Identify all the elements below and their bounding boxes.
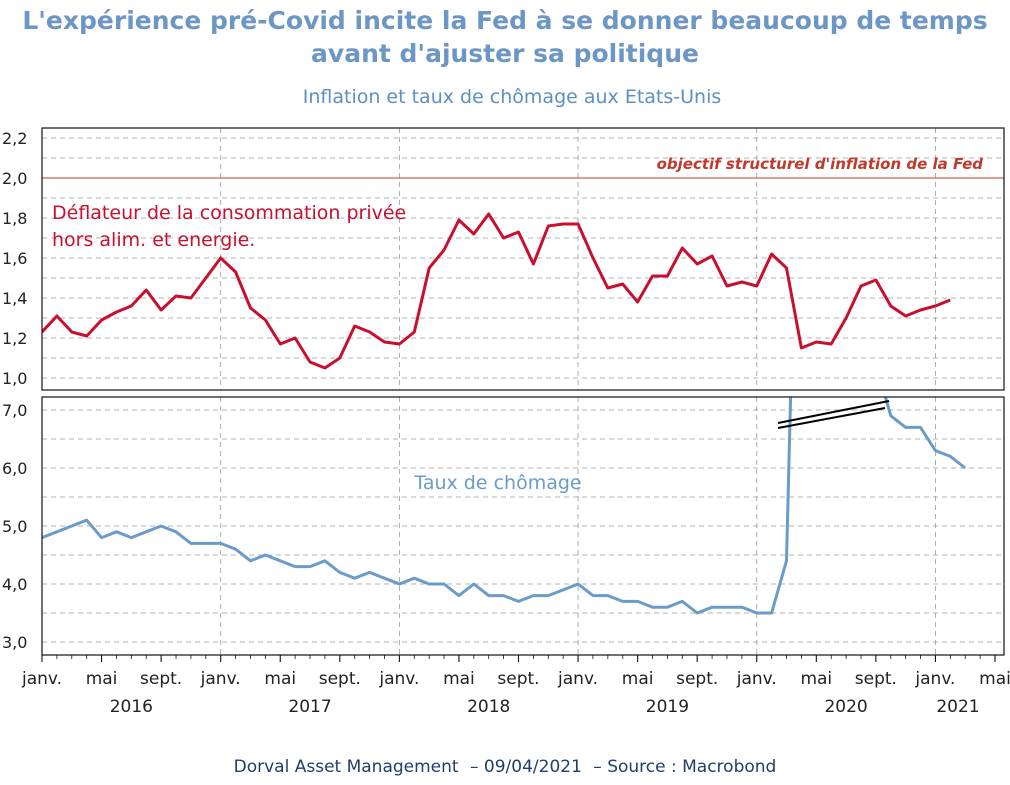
x-month-label: sept. bbox=[855, 669, 897, 689]
x-year-label: 2021 bbox=[936, 697, 979, 717]
x-year-label: 2020 bbox=[824, 697, 867, 717]
x-year-label: 2018 bbox=[467, 697, 510, 717]
series-layer bbox=[42, 212, 967, 615]
y-tick-label-top: 2,0 bbox=[2, 169, 27, 188]
grid-layer bbox=[42, 128, 1004, 655]
x-month-label: mai bbox=[264, 669, 296, 689]
footer-company: Dorval Asset Management bbox=[233, 757, 459, 777]
y-tick-label-bottom: 3,0 bbox=[2, 633, 27, 652]
unemployment-series-label: Taux de chômage bbox=[413, 472, 581, 494]
chart-title-line-1: L'expérience pré-Covid incite la Fed à s… bbox=[22, 6, 988, 35]
unemployment-series-line bbox=[42, 397, 967, 615]
inflation-series-line bbox=[42, 212, 951, 370]
x-year-label: 2016 bbox=[110, 697, 153, 717]
x-month-label: sept. bbox=[676, 669, 718, 689]
chart-title-line-2: avant d'ajuster sa politique bbox=[311, 39, 699, 68]
y-tick-label-bottom: 5,0 bbox=[2, 517, 27, 536]
x-month-label: janv. bbox=[557, 669, 598, 689]
footer: Dorval Asset Management – 09/04/2021 – S… bbox=[0, 757, 1010, 777]
label-layer: objectif structurel d'inflation de la Fe… bbox=[2, 129, 1010, 717]
x-month-label: mai bbox=[443, 669, 475, 689]
x-month-label: janv. bbox=[21, 669, 62, 689]
axis-break-mark bbox=[777, 407, 886, 429]
x-year-label: 2019 bbox=[646, 697, 689, 717]
y-tick-label-top: 1,8 bbox=[2, 209, 27, 228]
x-month-label: sept. bbox=[497, 669, 539, 689]
bottom-panel-frame bbox=[41, 396, 1005, 656]
top-panel-frame bbox=[41, 127, 1005, 391]
y-tick-label-top: 2,2 bbox=[2, 129, 27, 148]
y-tick-label-bottom: 7,0 bbox=[2, 401, 27, 420]
x-month-label: janv. bbox=[200, 669, 241, 689]
inflation-series-label-line-2: hors alim. et energie. bbox=[52, 229, 255, 251]
x-month-label: janv. bbox=[736, 669, 777, 689]
y-tick-label-top: 1,4 bbox=[2, 289, 27, 308]
y-tick-label-bottom: 6,0 bbox=[2, 459, 27, 478]
x-month-label: sept. bbox=[319, 669, 361, 689]
x-month-label: mai bbox=[979, 669, 1010, 689]
x-month-label: janv. bbox=[378, 669, 419, 689]
y-tick-label-top: 1,6 bbox=[2, 249, 27, 268]
inflation-series-label-line-1: Déflateur de la consommation privée bbox=[52, 202, 406, 224]
footer-date: – 09/04/2021 bbox=[470, 757, 582, 777]
footer-source: – Source : Macrobond bbox=[593, 757, 777, 777]
chart-subtitle: Inflation et taux de chômage aux Etats-U… bbox=[302, 86, 722, 108]
y-tick-label-bottom: 4,0 bbox=[2, 575, 27, 594]
x-month-label: janv. bbox=[914, 669, 955, 689]
x-month-label: mai bbox=[86, 669, 118, 689]
chart-canvas: objectif structurel d'inflation de la Fe… bbox=[2, 127, 1010, 717]
axis-break-mark bbox=[777, 400, 890, 424]
chart-title: L'expérience pré-Covid incite la Fed à s… bbox=[0, 4, 1010, 70]
y-tick-label-top: 1,2 bbox=[2, 329, 27, 348]
x-month-label: sept. bbox=[140, 669, 182, 689]
frame-layer bbox=[41, 127, 1005, 662]
inflation-target-label: objectif structurel d'inflation de la Fe… bbox=[657, 155, 984, 173]
x-month-label: mai bbox=[622, 669, 654, 689]
inflation-series-label: Déflateur de la consommation privée hors … bbox=[52, 202, 406, 251]
x-year-label: 2017 bbox=[288, 697, 331, 717]
y-tick-label-top: 1,0 bbox=[2, 369, 27, 388]
x-month-label: mai bbox=[800, 669, 832, 689]
